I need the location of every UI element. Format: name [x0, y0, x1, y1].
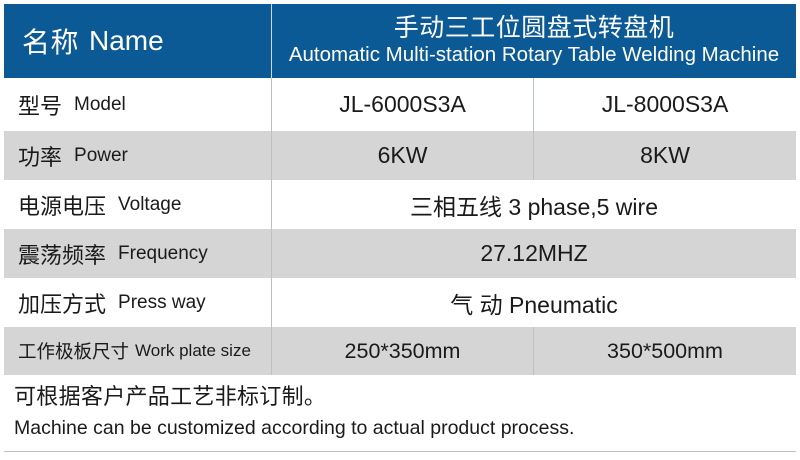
row-value-work-plate-col2: 350*500mm	[534, 327, 796, 375]
table-row: 型号 Model JL-6000S3A JL-8000S3A	[4, 78, 796, 131]
row-label-en: Power	[74, 144, 128, 166]
row-label-en: Press way	[118, 291, 206, 313]
table-header-row: 名称 Name 手动三工位圆盘式转盘机 Automatic Multi-stat…	[4, 4, 796, 78]
row-value-work-plate-col1: 250*350mm	[272, 327, 534, 375]
footer-note: 可根据客户产品工艺非标订制。 Machine can be customized…	[4, 376, 796, 452]
row-label-cn: 工作极板尺寸	[18, 341, 130, 362]
table-row: 震荡频率 Frequency 27.12MHZ	[4, 229, 796, 278]
row-label-cn: 功率	[18, 144, 63, 170]
value-text: 8KW	[640, 142, 690, 168]
row-label-cn: 型号	[18, 93, 63, 119]
row-label-press-way: 加压方式 Press way	[4, 278, 272, 327]
product-title-cn: 手动三工位圆盘式转盘机	[393, 14, 675, 43]
footer-note-cn: 可根据客户产品工艺非标订制。	[14, 384, 327, 409]
row-value-voltage: 三相五线 3 phase,5 wire	[272, 180, 796, 229]
value-text: 气 动 Pneumatic	[450, 291, 618, 318]
row-value-model-col1: JL-6000S3A	[272, 78, 534, 131]
row-label-en: Model	[74, 93, 126, 115]
value-text: JL-6000S3A	[339, 91, 466, 117]
row-value-model-col2: JL-8000S3A	[534, 78, 796, 131]
row-value-power-col1: 6KW	[272, 131, 534, 180]
row-label-en: Voltage	[118, 193, 182, 215]
value-text: 27.12MHZ	[480, 240, 588, 266]
row-value-press-way: 气 动 Pneumatic	[272, 278, 796, 327]
row-label-en: Work plate size	[135, 341, 251, 360]
row-label-work-plate-size: 工作极板尺寸 Work plate size	[4, 327, 272, 375]
table-row: 功率 Power 6KW 8KW	[4, 131, 796, 180]
value-text: 350*500mm	[607, 338, 723, 363]
row-label-cn: 电源电压	[18, 193, 107, 219]
value-text: 6KW	[377, 142, 428, 168]
table-row: 工作极板尺寸 Work plate size 250*350mm 350*500…	[4, 327, 796, 375]
table-row: 加压方式 Press way 气 动 Pneumatic	[4, 278, 796, 327]
value-text: 三相五线 3 phase,5 wire	[410, 193, 658, 220]
row-label-cn: 加压方式	[18, 291, 107, 317]
row-label-cn: 震荡频率	[18, 242, 107, 268]
spec-table-body: 型号 Model JL-6000S3A JL-8000S3A 功率 Power …	[4, 78, 796, 375]
row-label-voltage: 电源电压 Voltage	[4, 180, 272, 229]
header-title-cell: 手动三工位圆盘式转盘机 Automatic Multi-station Rota…	[272, 4, 796, 78]
header-name-label-cn: 名称	[22, 27, 80, 58]
row-label-power: 功率 Power	[4, 131, 272, 180]
value-text: JL-8000S3A	[601, 91, 729, 117]
header-name-label-en: Name	[89, 25, 164, 56]
row-value-power-col2: 8KW	[534, 131, 796, 180]
table-row: 电源电压 Voltage 三相五线 3 phase,5 wire	[4, 180, 796, 229]
row-label-model: 型号 Model	[4, 78, 272, 131]
header-name-cell: 名称 Name	[4, 4, 272, 78]
row-value-frequency: 27.12MHZ	[272, 229, 796, 278]
row-label-frequency: 震荡频率 Frequency	[4, 229, 272, 278]
row-label-en: Frequency	[118, 242, 208, 264]
footer-note-en: Machine can be customized according to a…	[14, 416, 575, 439]
value-text: 250*350mm	[344, 338, 461, 363]
product-title-en: Automatic Multi-station Rotary Table Wel…	[288, 43, 780, 67]
